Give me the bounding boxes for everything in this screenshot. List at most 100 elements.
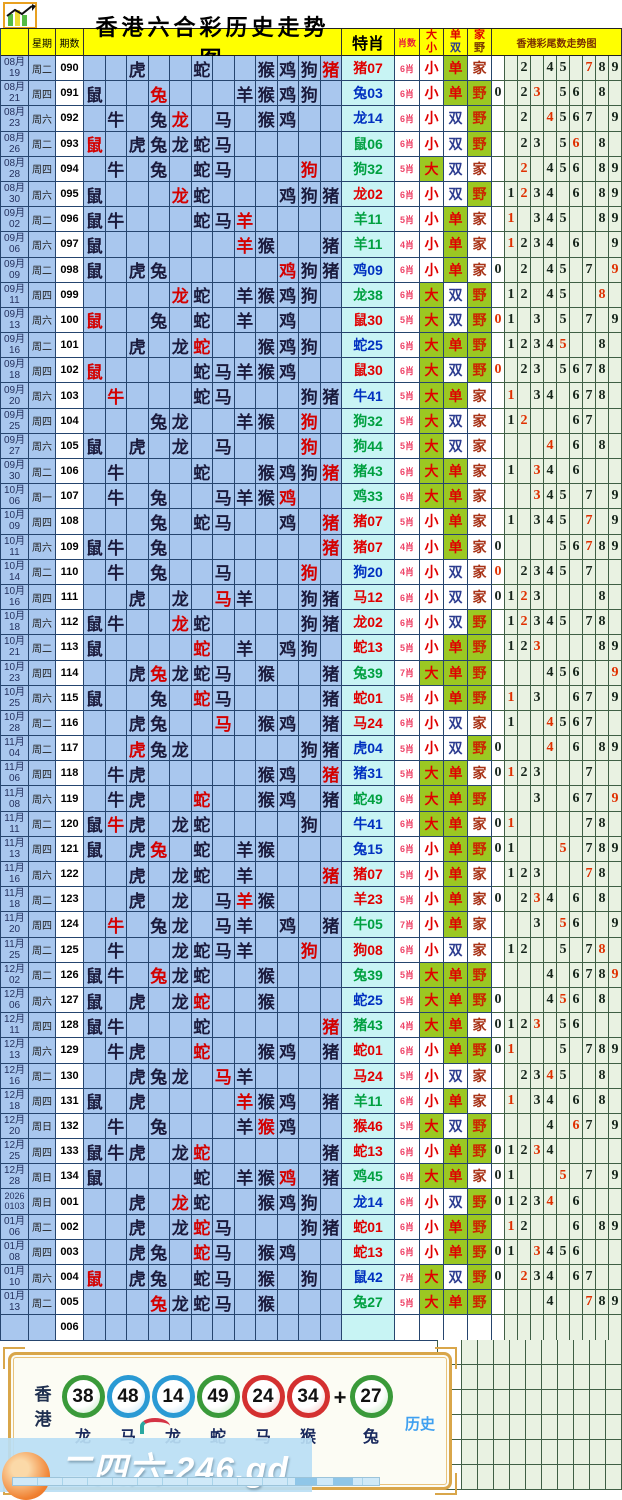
- tail-cell: [531, 1214, 544, 1240]
- history-link[interactable]: 历史: [404, 1416, 435, 1433]
- cell-weekday: 周二: [29, 937, 56, 963]
- parity-cell: 单: [444, 56, 468, 82]
- tail-cell: 3: [531, 484, 544, 510]
- zodiac-cell: [213, 232, 235, 258]
- zodiac-cell: 龙: [170, 811, 192, 837]
- zodiac-cell: 蛇: [191, 1038, 213, 1064]
- zodiac-cell: [170, 383, 192, 409]
- zodiac-cell: [213, 1315, 235, 1341]
- cell-date: 01月10: [1, 1265, 29, 1291]
- zodiac-cell: [277, 685, 299, 711]
- zodiac-cell: 虎: [127, 1139, 149, 1165]
- tail-cell: [609, 81, 622, 107]
- tail-cell: 1: [505, 1139, 518, 1165]
- tail-cell: [596, 257, 609, 283]
- zodiac-cell: [148, 761, 170, 787]
- parity-cell: [444, 1315, 468, 1341]
- home-cell: 家: [468, 433, 492, 459]
- cell-period: 093: [56, 131, 84, 157]
- zodiac-cell: [299, 912, 321, 938]
- cell-period: 098: [56, 257, 84, 283]
- tail-cell: 9: [609, 912, 622, 938]
- zodiac-cell: [234, 1013, 256, 1039]
- tail-cell: [570, 1038, 583, 1064]
- special-cell: 蛇13: [342, 635, 395, 661]
- zodiac-cell: 猪: [320, 660, 342, 686]
- tail-cell: 4: [544, 232, 557, 258]
- cell-date: 09月25: [1, 408, 29, 434]
- tail-cell: [557, 584, 570, 611]
- zodiac-cell: [105, 232, 127, 258]
- parity-cell: 双: [444, 307, 468, 334]
- tail-cell: 4: [544, 207, 557, 233]
- tail-cell: 2: [518, 635, 531, 661]
- tail-cell: [557, 1088, 570, 1114]
- zodiac-cell: 虎: [127, 786, 149, 812]
- zodiac-cell: 鸡: [277, 181, 299, 208]
- tail-cell: 9: [609, 156, 622, 182]
- count-cell: 7肖: [395, 660, 420, 686]
- zodiac-cell: 鼠: [84, 433, 106, 459]
- cell-period: 108: [56, 509, 84, 535]
- lottery-history-table: 星期 期数 香港六合彩历史走势图 特肖 肖数 大小 单双 家野 香港彩尾数走势图…: [0, 15, 622, 1341]
- zodiac-cell: 马: [213, 660, 235, 686]
- zodiac-cell: 龙: [170, 1290, 192, 1316]
- tail-cell: 1: [505, 811, 518, 837]
- tail-cell: [609, 1315, 622, 1341]
- tail-cell: [609, 282, 622, 308]
- cell-period: 124: [56, 912, 84, 938]
- tail-cell: 7: [583, 1290, 596, 1316]
- zodiac-cell: 鸡: [277, 56, 299, 82]
- tail-cell: 4: [544, 1290, 557, 1316]
- cell-date: 01月06: [1, 1214, 29, 1240]
- special-cell: 羊11: [342, 207, 395, 233]
- zodiac-cell: 马: [213, 358, 235, 384]
- cell-weekday: 周四: [29, 408, 56, 434]
- parity-cell: 双: [444, 736, 468, 762]
- tail-cell: 1: [505, 1164, 518, 1190]
- tail-cell: 8: [596, 81, 609, 107]
- tail-cell: 7: [583, 307, 596, 334]
- cell-weekday: 周四: [29, 761, 56, 787]
- scroll-progress-bar[interactable]: [12, 1477, 380, 1486]
- zodiac-cell: [213, 459, 235, 485]
- zodiac-cell: [277, 1214, 299, 1240]
- zodiac-cell: [213, 56, 235, 82]
- home-cell: 野: [468, 131, 492, 157]
- special-cell: 虎04: [342, 736, 395, 762]
- size-cell: 小: [420, 232, 444, 258]
- cell-date: 10月11: [1, 534, 29, 560]
- cell-weekday: 周二: [29, 962, 56, 988]
- cell-weekday: 周日: [29, 1164, 56, 1190]
- zodiac-cell: [191, 710, 213, 737]
- cell-weekday: 周二: [29, 559, 56, 585]
- special-cell: 蛇25: [342, 987, 395, 1014]
- zodiac-cell: [191, 887, 213, 913]
- special-cell: 蛇01: [342, 685, 395, 711]
- zodiac-cell: 牛: [105, 559, 127, 585]
- count-cell: 5肖: [395, 509, 420, 535]
- tail-cell: [570, 509, 583, 535]
- zodiac-cell: [256, 1139, 278, 1165]
- zodiac-cell: [213, 333, 235, 359]
- cell-weekday: 周二: [29, 207, 56, 233]
- table-row: 11月11 周二 120 鼠牛虎龙蛇狗牛41 6肖大单家 0 1 7 8: [1, 811, 622, 837]
- tail-cell: 0: [492, 887, 505, 913]
- zodiac-cell: 蛇: [191, 459, 213, 485]
- size-cell: 大: [420, 962, 444, 988]
- zodiac-cell: 虎: [127, 1063, 149, 1089]
- zodiac-cell: 鼠: [84, 962, 106, 988]
- empty-grid-cell: [510, 1365, 526, 1390]
- cell-period: 094: [56, 156, 84, 182]
- tail-cell: 5: [557, 610, 570, 636]
- cell-period: 109: [56, 534, 84, 560]
- zodiac-cell: [320, 1315, 342, 1341]
- zodiac-cell: 龙: [170, 1063, 192, 1089]
- count-cell: 6肖: [395, 1139, 420, 1165]
- zodiac-cell: 虎: [127, 811, 149, 837]
- tail-cell: [570, 484, 583, 510]
- tail-cell: 9: [609, 257, 622, 283]
- zodiac-cell: 狗: [299, 333, 321, 359]
- tail-cell: [531, 962, 544, 988]
- parity-cell: 单: [444, 1290, 468, 1316]
